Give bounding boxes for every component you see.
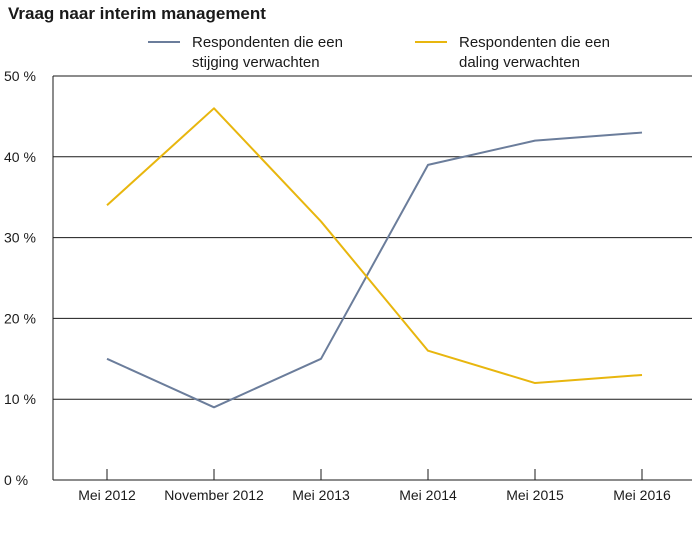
series-line-daling xyxy=(106,107,643,385)
x-tick-label: Mei 2016 xyxy=(613,487,671,503)
y-tick-label: 20 % xyxy=(4,310,36,326)
y-axis-ticks: 0 % 10 % 20 % 30 % 40 % 50 % xyxy=(4,68,36,488)
y-tick-label: 0 % xyxy=(4,472,28,488)
x-tick-label: Mei 2015 xyxy=(506,487,564,503)
x-tick-label: November 2012 xyxy=(164,487,264,503)
chart-title: Vraag naar interim management xyxy=(8,4,266,23)
legend-label-stijging-line1: Respondenten die een xyxy=(192,34,343,51)
legend-item-stijging: Respondenten die een stijging verwachten xyxy=(148,34,343,71)
series-lines xyxy=(106,107,643,409)
y-tick-label: 10 % xyxy=(4,391,36,407)
legend-label-stijging-line2: stijging verwachten xyxy=(192,54,320,71)
legend-label-daling-line1: Respondenten die een xyxy=(459,34,610,51)
legend: Respondenten die een stijging verwachten… xyxy=(148,34,610,71)
x-tick-label: Mei 2013 xyxy=(292,487,350,503)
y-tick-label: 50 % xyxy=(4,68,36,84)
x-axis-ticks: Mei 2012 November 2012 Mei 2013 Mei 2014 Mei… xyxy=(78,469,671,503)
x-tick-label: Mei 2014 xyxy=(399,487,457,503)
y-tick-label: 30 % xyxy=(4,230,36,246)
x-tick-label: Mei 2012 xyxy=(78,487,136,503)
legend-item-daling: Respondenten die een daling verwachten xyxy=(415,34,610,71)
y-tick-label: 40 % xyxy=(4,149,36,165)
series-line-stijging xyxy=(106,131,643,409)
legend-label-daling-line2: daling verwachten xyxy=(459,54,580,71)
